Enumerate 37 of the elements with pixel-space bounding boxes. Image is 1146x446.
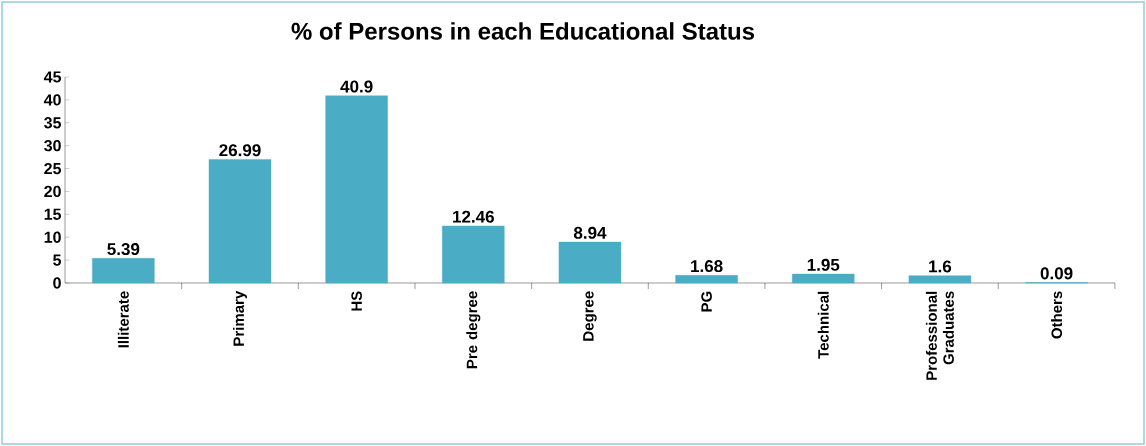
- bar: [908, 275, 972, 284]
- x-tick-label: Pre degree: [466, 291, 481, 369]
- chart-title: % of Persons in each Educational Status: [291, 22, 755, 40]
- bar: [208, 159, 272, 284]
- x-tick-label: PG: [701, 291, 712, 312]
- y-tick-label: 25: [44, 162, 62, 175]
- data-label: 8.94: [573, 226, 607, 239]
- data-label: 5.39: [107, 243, 140, 256]
- bar: [442, 225, 505, 284]
- bar: [792, 273, 855, 284]
- x-tick-label: HS: [351, 291, 362, 311]
- bar: [675, 275, 738, 284]
- x-tick-label: Technical: [817, 291, 829, 359]
- data-label: 1.95: [807, 258, 840, 271]
- x-tick-label: Illiterate: [117, 291, 129, 348]
- bar: [92, 258, 155, 284]
- y-tick-label: 45: [43, 71, 62, 83]
- data-label: 12.46: [453, 210, 494, 223]
- y-tick-label: 10: [44, 231, 61, 243]
- data-label: 0.09: [1040, 267, 1073, 280]
- x-tick-label: Professional Graduates: [925, 291, 954, 380]
- x-tick-label: Others: [1051, 291, 1063, 339]
- data-label: 40.9: [340, 80, 373, 93]
- y-tick-label: 0: [53, 277, 61, 289]
- y-tick-label: 15: [44, 208, 62, 220]
- bar: [325, 95, 388, 284]
- y-tick-label: 20: [44, 185, 61, 198]
- data-label: 1.6: [929, 260, 952, 273]
- data-label: 1.68: [691, 260, 723, 273]
- y-tick-label: 30: [44, 139, 61, 152]
- y-tick-label: 40: [43, 94, 61, 106]
- x-tick-label: Degree: [583, 291, 597, 341]
- data-label: 26.99: [219, 144, 261, 157]
- y-tick-label: 5: [53, 254, 62, 266]
- y-tick-label: 35: [44, 117, 62, 129]
- bar: [558, 241, 622, 284]
- x-tick-label: Primary: [233, 290, 247, 346]
